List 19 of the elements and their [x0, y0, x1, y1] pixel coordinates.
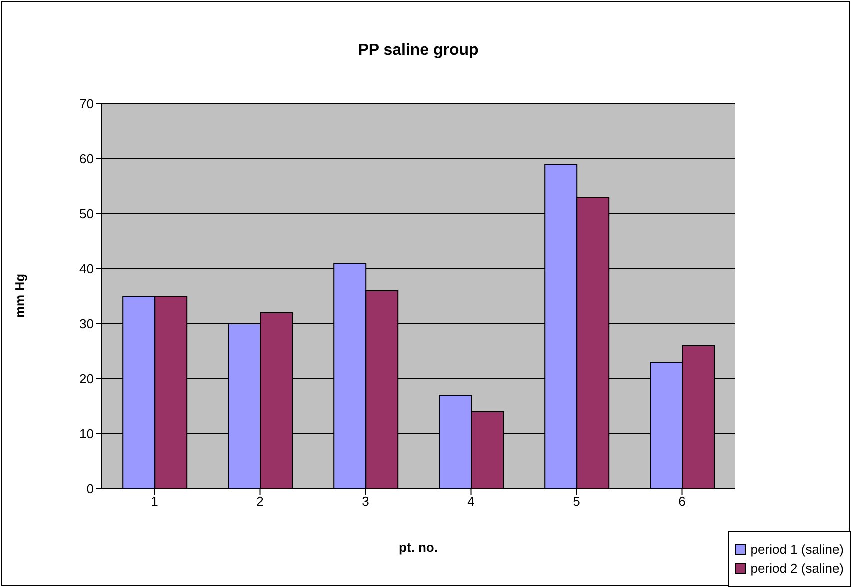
x-tick-label: 5: [573, 494, 580, 510]
legend-label: period 2 (saline): [750, 561, 844, 576]
y-tick-label: 20: [80, 372, 94, 387]
x-tick-label: 3: [362, 494, 370, 510]
x-tick-label: 2: [256, 494, 264, 510]
y-tick-label: 70: [80, 96, 94, 112]
y-axis-title: mm Hg: [12, 274, 28, 318]
x-tick-label: 4: [468, 494, 475, 510]
y-tick-label: 50: [80, 206, 94, 222]
y-tick-label: 60: [80, 152, 94, 167]
y-tick-label: 0: [86, 482, 94, 497]
y-tick-label: 30: [80, 316, 94, 332]
x-tick-label: 1: [151, 494, 158, 510]
chart-title: PP saline group: [357, 42, 480, 60]
x-tick-label: 6: [678, 494, 686, 510]
y-tick-label: 10: [80, 426, 94, 442]
x-axis-title: pt. no.: [398, 540, 439, 555]
legend-label: period 1 (saline): [750, 542, 844, 557]
y-tick-label: 40: [80, 262, 94, 277]
